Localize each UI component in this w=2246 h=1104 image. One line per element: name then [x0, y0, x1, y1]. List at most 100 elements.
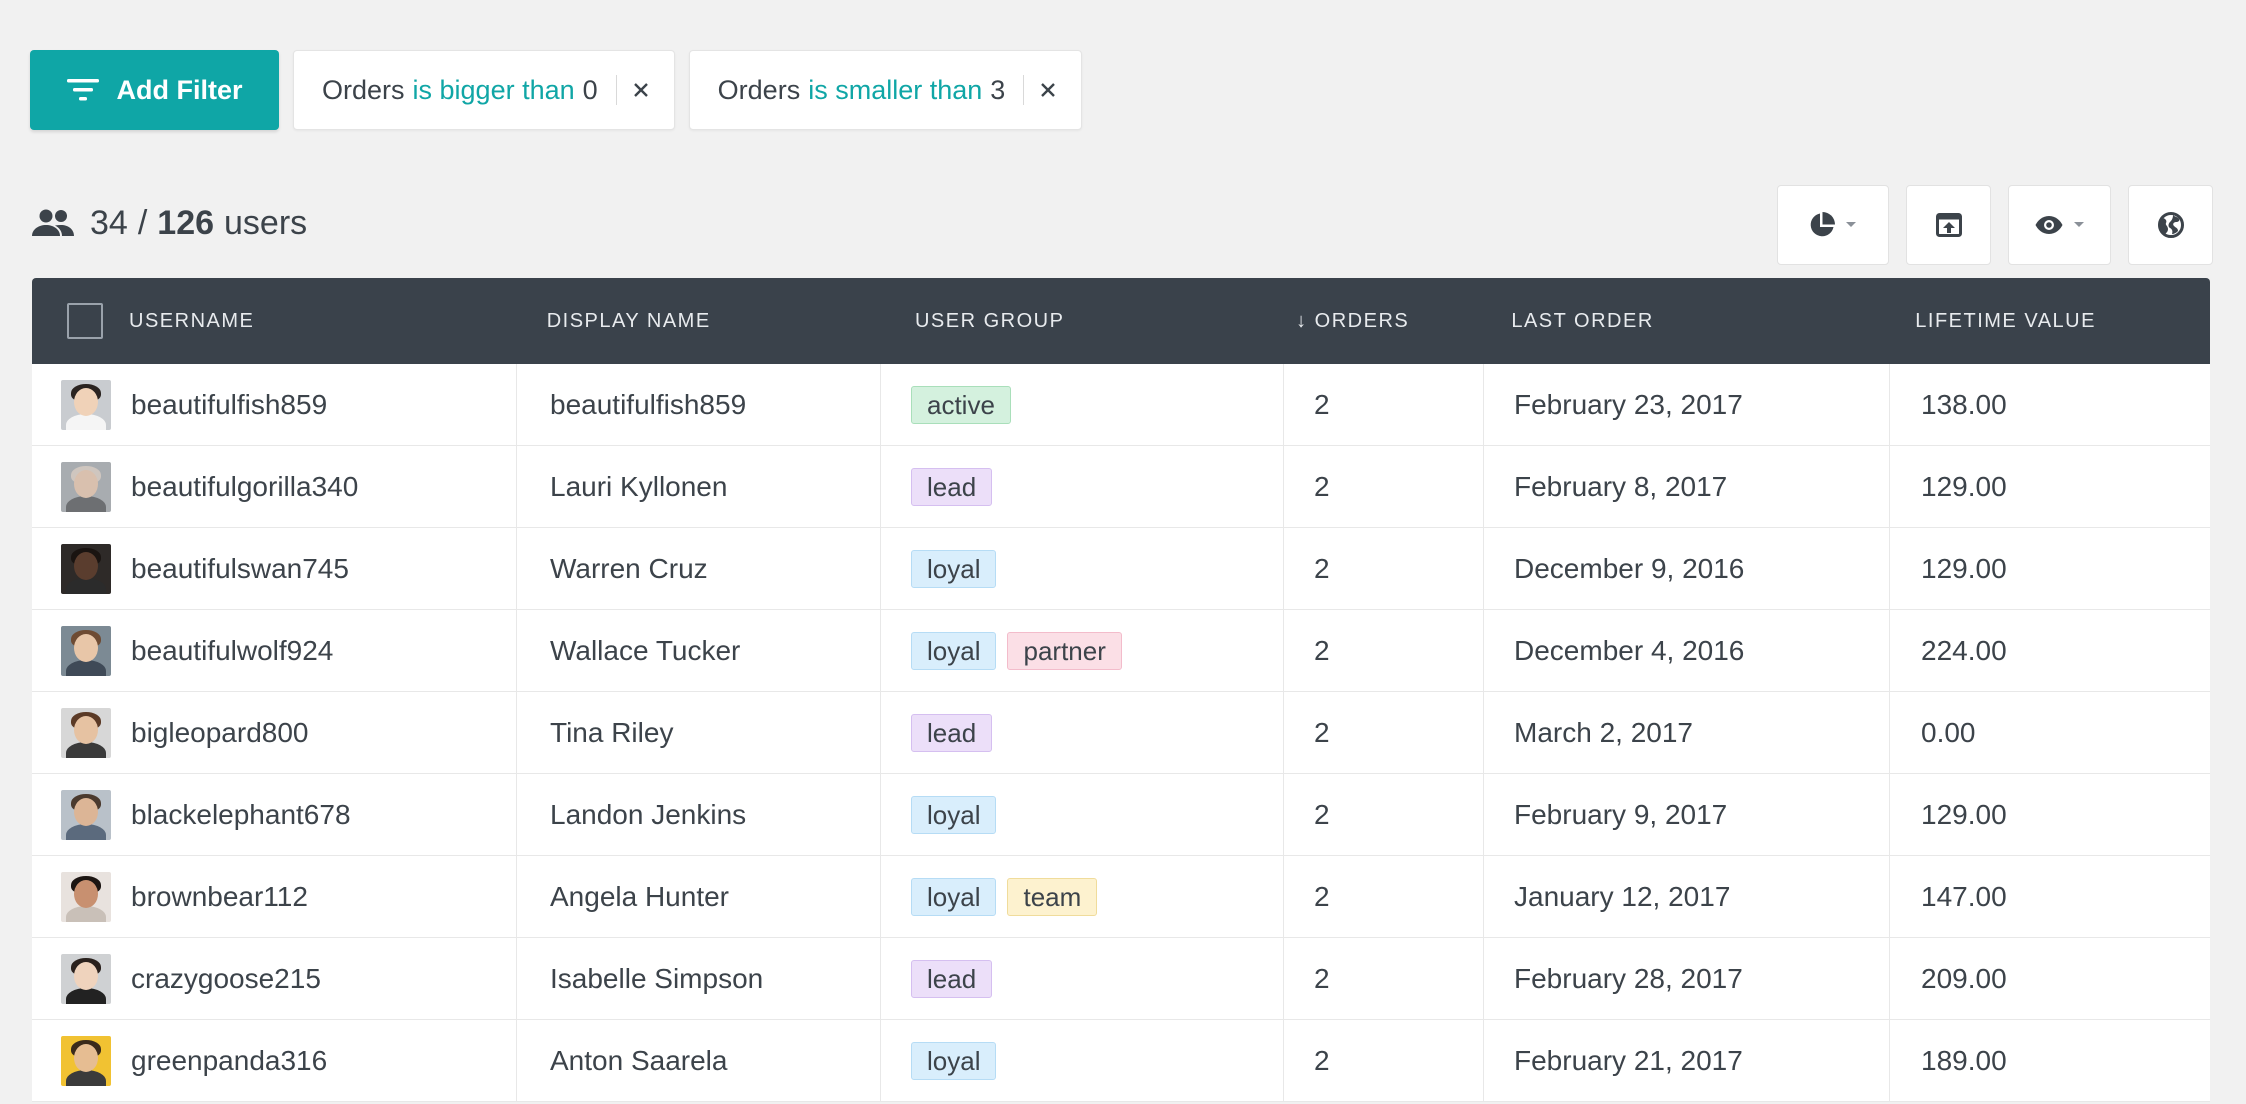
cell-last-order: December 9, 2016 — [1484, 528, 1890, 609]
avatar — [61, 625, 111, 676]
table-row[interactable]: beautifulswan745 Warren Cruz loyal 2 Dec… — [32, 528, 2210, 610]
chevron-down-icon — [2073, 222, 2084, 227]
orders-count: 2 — [1314, 470, 1330, 502]
close-icon — [1041, 83, 1056, 97]
user-group-tag: loyal — [911, 877, 997, 916]
username[interactable]: beautifulwolf924 — [131, 634, 334, 666]
filter-bar: Add Filter Orders is bigger than 0 Order… — [30, 50, 1083, 130]
column-header-display-name[interactable]: DISPLAY NAME — [514, 278, 882, 364]
username[interactable]: bigleopard800 — [131, 716, 309, 748]
cell-last-order: January 12, 2017 — [1484, 856, 1890, 937]
column-header-label: DISPLAY NAME — [546, 309, 711, 332]
cell-orders: 2 — [1284, 610, 1484, 691]
orders-count: 2 — [1314, 388, 1330, 420]
orders-count: 2 — [1314, 962, 1330, 994]
column-header-user-group[interactable]: USER GROUP — [882, 278, 1286, 364]
cell-display-name: Isabelle Simpson — [517, 938, 881, 1019]
cell-username: crazygoose215 — [32, 938, 517, 1019]
cell-lifetime-value: 138.00 — [1890, 364, 2210, 445]
cell-orders: 2 — [1284, 446, 1484, 527]
table-row[interactable]: beautifulfish859 beautifulfish859 active… — [32, 364, 2210, 446]
username[interactable]: beautifulfish859 — [131, 388, 328, 420]
chevron-down-icon — [1846, 222, 1856, 227]
username[interactable]: brownbear112 — [131, 880, 308, 912]
column-header-username[interactable]: USERNAME — [32, 278, 514, 364]
cell-orders: 2 — [1284, 364, 1484, 445]
username[interactable]: beautifulswan745 — [131, 552, 349, 584]
cell-lifetime-value: 224.00 — [1890, 610, 2210, 691]
eye-icon — [2035, 216, 2062, 234]
username[interactable]: blackelephant678 — [131, 798, 351, 830]
filter-operator[interactable]: is smaller than — [808, 74, 983, 105]
cell-last-order: February 23, 2017 — [1484, 364, 1890, 445]
cell-lifetime-value: 147.00 — [1890, 856, 2210, 937]
close-icon — [633, 83, 648, 97]
filter-chip[interactable]: Orders is bigger than 0 — [293, 50, 675, 130]
lifetime-value: 129.00 — [1921, 552, 2007, 584]
cell-orders: 2 — [1284, 856, 1484, 937]
filter-operator[interactable]: is bigger than — [412, 74, 575, 105]
orders-count: 2 — [1314, 634, 1330, 666]
lifetime-value: 0.00 — [1921, 716, 1976, 748]
remove-filter-button[interactable] — [1040, 82, 1056, 98]
avatar — [61, 379, 111, 430]
column-header-lifetime-value[interactable]: LIFETIME VALUE — [1885, 278, 2210, 364]
table-row[interactable]: brownbear112 Angela Hunter loyal team 2 J… — [32, 856, 2210, 938]
cell-username: greenpanda316 — [32, 1020, 517, 1101]
filter-icon — [66, 78, 99, 102]
cell-lifetime-value: 189.00 — [1890, 1020, 2210, 1101]
table-row[interactable]: crazygoose215 Isabelle Simpson lead 2 Fe… — [32, 938, 2210, 1020]
column-header-label: USER GROUP — [914, 309, 1065, 332]
avatar — [61, 461, 111, 512]
globe-icon — [2157, 212, 2184, 238]
divider — [1023, 75, 1025, 105]
filter-field: Orders — [322, 74, 405, 105]
table-row[interactable]: bigleopard800 Tina Riley lead 2 March 2,… — [32, 692, 2210, 774]
table-row[interactable]: blackelephant678 Landon Jenkins loyal 2 … — [32, 774, 2210, 856]
filter-value[interactable]: 0 — [582, 74, 598, 105]
remove-filter-button[interactable] — [633, 82, 649, 98]
cell-display-name: beautifulfish859 — [517, 364, 881, 445]
columns-visibility-button[interactable] — [2008, 185, 2111, 265]
export-button[interactable] — [1906, 185, 1991, 265]
column-header-last-order[interactable]: LAST ORDER — [1480, 278, 1885, 364]
cell-last-order: February 28, 2017 — [1484, 938, 1890, 1019]
avatar — [61, 1035, 111, 1086]
filter-chip[interactable]: Orders is smaller than 3 — [688, 50, 1083, 130]
add-filter-button[interactable]: Add Filter — [30, 50, 279, 130]
user-group-tag: lead — [911, 713, 993, 752]
cell-last-order: February 21, 2017 — [1484, 1020, 1890, 1101]
display-name: Wallace Tucker — [550, 634, 741, 666]
username[interactable]: crazygoose215 — [131, 962, 321, 994]
cell-orders: 2 — [1284, 774, 1484, 855]
lifetime-value: 224.00 — [1921, 634, 2007, 666]
table-row[interactable]: beautifulwolf924 Wallace Tucker loyal par… — [32, 610, 2210, 692]
username[interactable]: beautifulgorilla340 — [131, 470, 359, 502]
map-view-button[interactable] — [2128, 185, 2213, 265]
cell-username: bigleopard800 — [32, 692, 517, 773]
last-order-date: February 28, 2017 — [1514, 962, 1743, 994]
cell-last-order: March 2, 2017 — [1484, 692, 1890, 773]
user-count: 34 / 126 users — [32, 200, 307, 246]
cell-lifetime-value: 209.00 — [1890, 938, 2210, 1019]
last-order-date: December 9, 2016 — [1514, 552, 1745, 584]
column-header-label: LIFETIME VALUE — [1915, 309, 2096, 332]
cell-user-group: loyal — [881, 528, 1284, 609]
display-name: Tina Riley — [550, 716, 674, 748]
cell-lifetime-value: 129.00 — [1890, 528, 2210, 609]
orders-count: 2 — [1314, 1044, 1330, 1076]
display-name: beautifulfish859 — [550, 388, 747, 420]
orders-count: 2 — [1314, 880, 1330, 912]
filter-value[interactable]: 3 — [990, 74, 1006, 105]
cell-username: beautifulswan745 — [32, 528, 517, 609]
lifetime-value: 189.00 — [1921, 1044, 2007, 1076]
select-all-checkbox[interactable] — [67, 303, 103, 339]
lifetime-value: 147.00 — [1921, 880, 2007, 912]
username[interactable]: greenpanda316 — [131, 1044, 328, 1076]
table-row[interactable]: beautifulgorilla340 Lauri Kyllonen lead … — [32, 446, 2210, 528]
avatar — [61, 953, 111, 1004]
column-header-orders[interactable]: ↓ ORDERS — [1286, 278, 1480, 364]
last-order-date: February 23, 2017 — [1514, 388, 1743, 420]
segments-dropdown-button[interactable] — [1777, 185, 1889, 265]
table-row[interactable]: greenpanda316 Anton Saarela loyal 2 Febr… — [32, 1020, 2210, 1102]
